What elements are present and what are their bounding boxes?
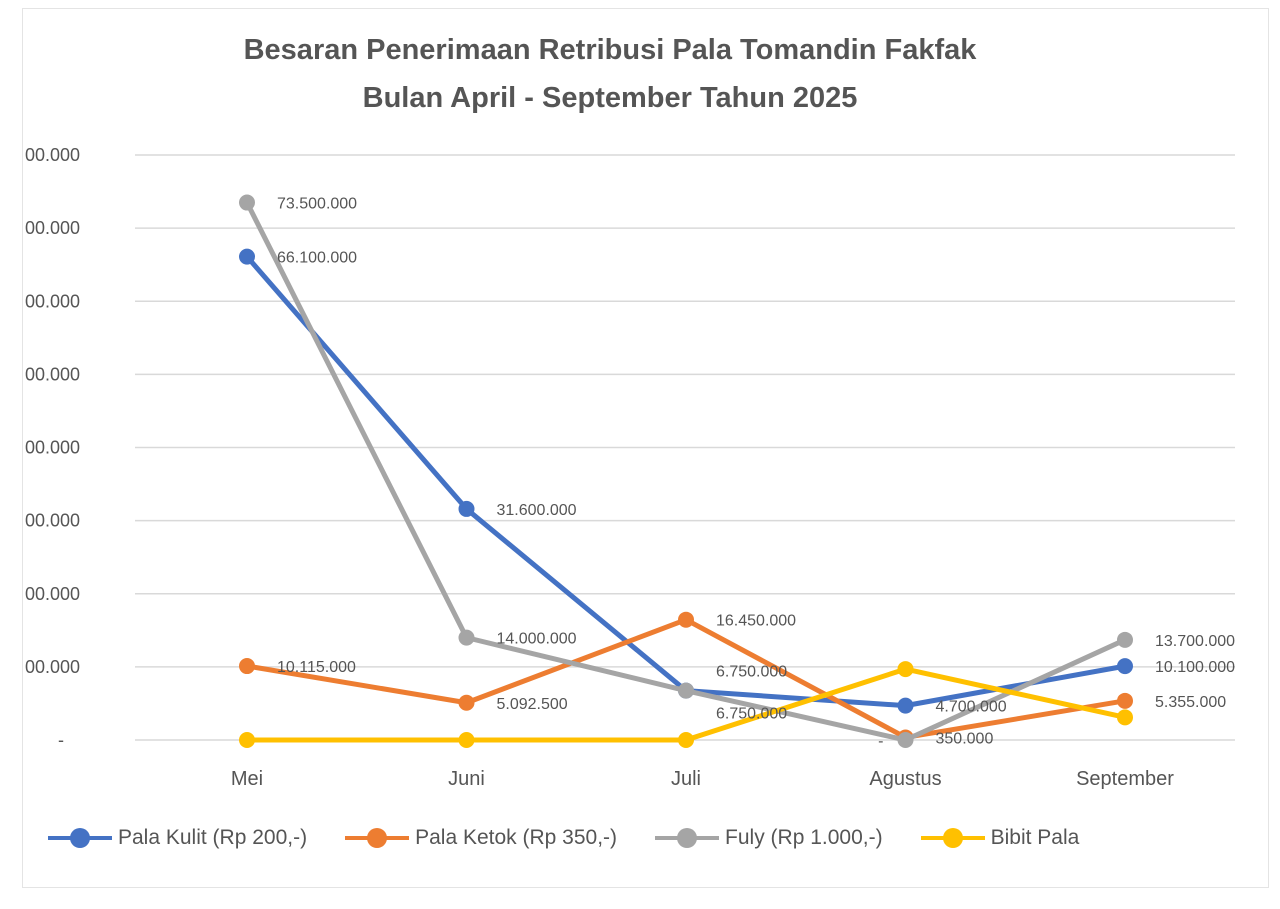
data-point [239,658,255,675]
legend-marker-icon [48,828,112,848]
legend-label: Pala Ketok (Rp 350,-) [415,826,618,849]
x-tick-label: Agustus [869,768,941,790]
series-line-0 [245,255,1126,709]
data-label: 6.750.000 [716,664,787,681]
data-point [897,661,914,678]
legend-item: Fuly (Rp 1.000,-) [655,826,883,850]
data-point [1117,658,1133,675]
y-tick-label: 00.000 [25,511,80,531]
legend-label: Fuly (Rp 1.000,-) [725,826,883,849]
data-label: 5.355.000 [1155,694,1226,711]
legend: Pala Kulit (Rp 200,-) Pala Ketok (Rp 350,… [48,826,1079,850]
data-label: 16.450.000 [716,613,796,630]
x-tick-label: Juli [671,768,701,790]
y-tick-label: 00.000 [25,291,80,311]
data-label: 31.600.000 [497,502,577,519]
data-point [1117,692,1133,709]
data-point [458,732,475,748]
data-point [239,248,255,265]
data-label: 4.700.000 [936,699,1007,716]
data-point [239,194,255,211]
data-label: - [878,733,883,750]
data-point [1117,631,1133,648]
legend-label: Bibit Pala [990,826,1080,849]
series-line-1 [246,617,1126,740]
data-point [1117,709,1133,726]
chart-title: Besaran Penerimaan Retribusi Pala Tomand… [243,34,977,66]
y-tick-label: - [58,730,64,750]
x-tick-label: Juni [448,768,485,790]
y-tick-label: 00.000 [25,657,80,677]
data-label: 14.000.000 [497,631,577,648]
data-label: 73.500.000 [277,196,357,213]
data-label: 350.000 [936,730,994,747]
legend-item: Pala Ketok (Rp 350,-) [345,826,617,850]
chart-frame [22,8,1269,888]
data-point [678,732,694,748]
legend-marker-icon [655,828,720,848]
data-point [897,697,914,714]
data-label: 5.092.500 [497,696,568,713]
y-tick-label: 00.000 [25,364,80,384]
series-line-2 [244,201,1127,743]
data-label: 10.100.000 [1155,659,1235,676]
y-tick-label: 00.000 [25,218,80,238]
x-tick-label: Mei [231,768,263,790]
legend-item: Pala Kulit (Rp 200,-) [48,826,307,850]
legend-item: Bibit Pala [920,826,1080,850]
legend-label: Pala Kulit (Rp 200,-) [118,826,308,849]
data-label: 6.750.000 [716,706,787,723]
y-tick-label: 00.000 [25,584,80,604]
legend-marker-icon [345,828,410,848]
data-point [239,732,255,748]
data-point [897,732,914,748]
data-label: 13.700.000 [1155,633,1235,650]
data-label: 10.115.000 [277,659,356,676]
data-point [678,682,694,699]
data-label: 66.100.000 [277,250,357,267]
y-tick-label: 00.000 [25,438,80,458]
y-tick-label: 00.000 [25,145,80,165]
data-point [678,611,694,628]
data-point [458,694,475,711]
x-tick-label: September [1076,768,1174,790]
data-point [458,629,475,646]
chart-subtitle: Bulan April - September Tahun 2025 [362,82,858,114]
data-point [458,500,475,517]
legend-marker-icon [920,828,985,848]
